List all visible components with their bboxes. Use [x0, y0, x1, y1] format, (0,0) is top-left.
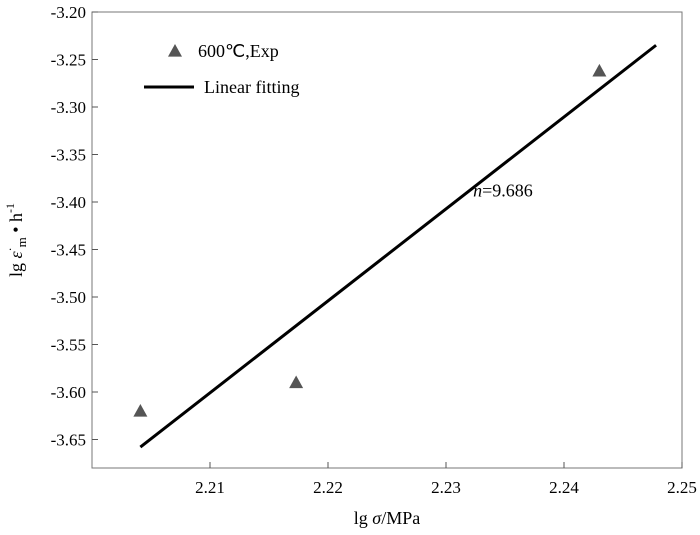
data-point-triangle: [289, 375, 304, 389]
y-axis-label-prefix: lg: [6, 259, 26, 278]
plot-frame: [91, 11, 683, 469]
data-points: [133, 63, 607, 417]
y-tick-label: -3.30: [51, 98, 86, 117]
x-axis-label: lg σ/MPa: [354, 508, 420, 528]
y-axis-label-symbol: ε: [6, 251, 26, 259]
y-axis-ticks: -3.65 -3.60 -3.55 -3.50 -3.45 -3.40 -3.35 -3.30…: [51, 3, 98, 450]
slope-annotation: n=9.686: [473, 180, 533, 200]
legend-entry-fit: Linear fitting: [204, 77, 299, 97]
y-tick-label: -3.40: [51, 193, 86, 212]
y-tick-label: -3.55: [51, 336, 86, 355]
x-tick-label: 2.25: [667, 478, 697, 497]
legend-entry-exp: 600℃,Exp: [198, 41, 279, 61]
y-axis-label-sup: -1: [3, 203, 17, 213]
fit-line: [139, 44, 657, 449]
x-tick-label: 2.21: [195, 478, 225, 497]
y-axis-label: lg ε·m • h-1: [3, 203, 29, 277]
annotation-value: =9.686: [482, 180, 533, 200]
x-tick-label: 2.24: [549, 478, 579, 497]
legend-triangle-marker: [168, 44, 182, 57]
x-axis-label-prefix: lg: [354, 508, 373, 528]
y-tick-label: -3.60: [51, 383, 86, 402]
x-axis-ticks: 2.21 2.22 2.23 2.24 2.25: [195, 462, 697, 497]
data-point-triangle: [133, 404, 148, 417]
legend: 600℃,Exp Linear fitting: [144, 41, 299, 97]
data-point-triangle: [592, 63, 607, 77]
x-axis-label-symbol: σ: [372, 508, 382, 528]
y-axis-label-dot: ·: [3, 247, 17, 251]
x-tick-label: 2.23: [431, 478, 461, 497]
y-tick-label: -3.25: [51, 51, 86, 70]
x-axis-label-suffix: /MPa: [381, 508, 420, 528]
y-tick-label: -3.65: [51, 431, 86, 450]
y-tick-label: -3.45: [51, 241, 86, 260]
y-tick-label: -3.20: [51, 3, 86, 22]
y-axis-label-suffix: • h: [6, 213, 26, 237]
annotation-italic: n: [473, 180, 482, 200]
fit-line-group: [139, 44, 657, 449]
x-tick-label: 2.22: [313, 478, 343, 497]
y-tick-label: -3.50: [51, 288, 86, 307]
y-tick-label: -3.35: [51, 146, 86, 165]
y-axis-label-sub: m: [14, 237, 29, 247]
